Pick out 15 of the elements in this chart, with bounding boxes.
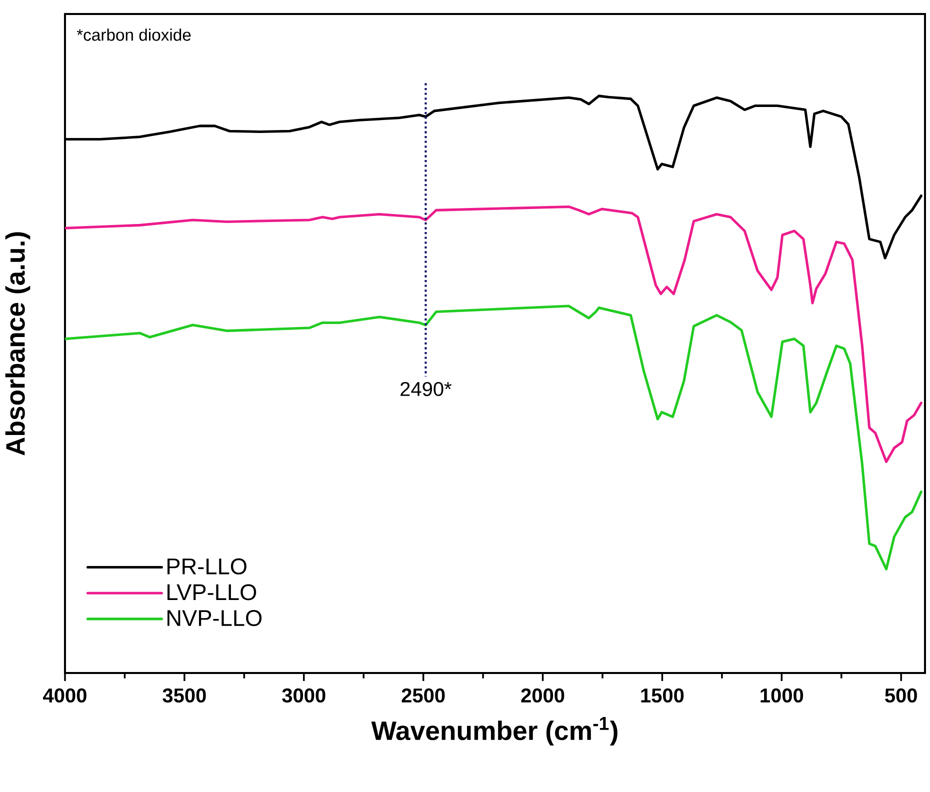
x-tick-label: 3000 xyxy=(282,688,326,703)
x-tick-label: 4000 xyxy=(43,688,86,703)
text: *carbon dioxide xyxy=(76,28,191,41)
y-axis-title: Absorbance (a.u.) xyxy=(5,232,30,456)
x-tick-label: 500 xyxy=(885,688,917,703)
x-tick-label: 2500 xyxy=(402,688,445,703)
ref-line-label: 2490* xyxy=(400,382,452,396)
x-tick-label: 2000 xyxy=(521,688,564,703)
x-tick-label: 3500 xyxy=(162,688,206,703)
x-tick-label: 1000 xyxy=(760,688,804,703)
legend-label: NVP-LLO xyxy=(168,610,262,626)
legend-label: LVP-LLO xyxy=(168,584,256,600)
x-axis-title: Wavenumber (cm$^{-1}$) xyxy=(371,717,618,746)
legend-label: PR-LLO xyxy=(168,558,246,574)
x-tick-label: 1500 xyxy=(641,688,684,703)
